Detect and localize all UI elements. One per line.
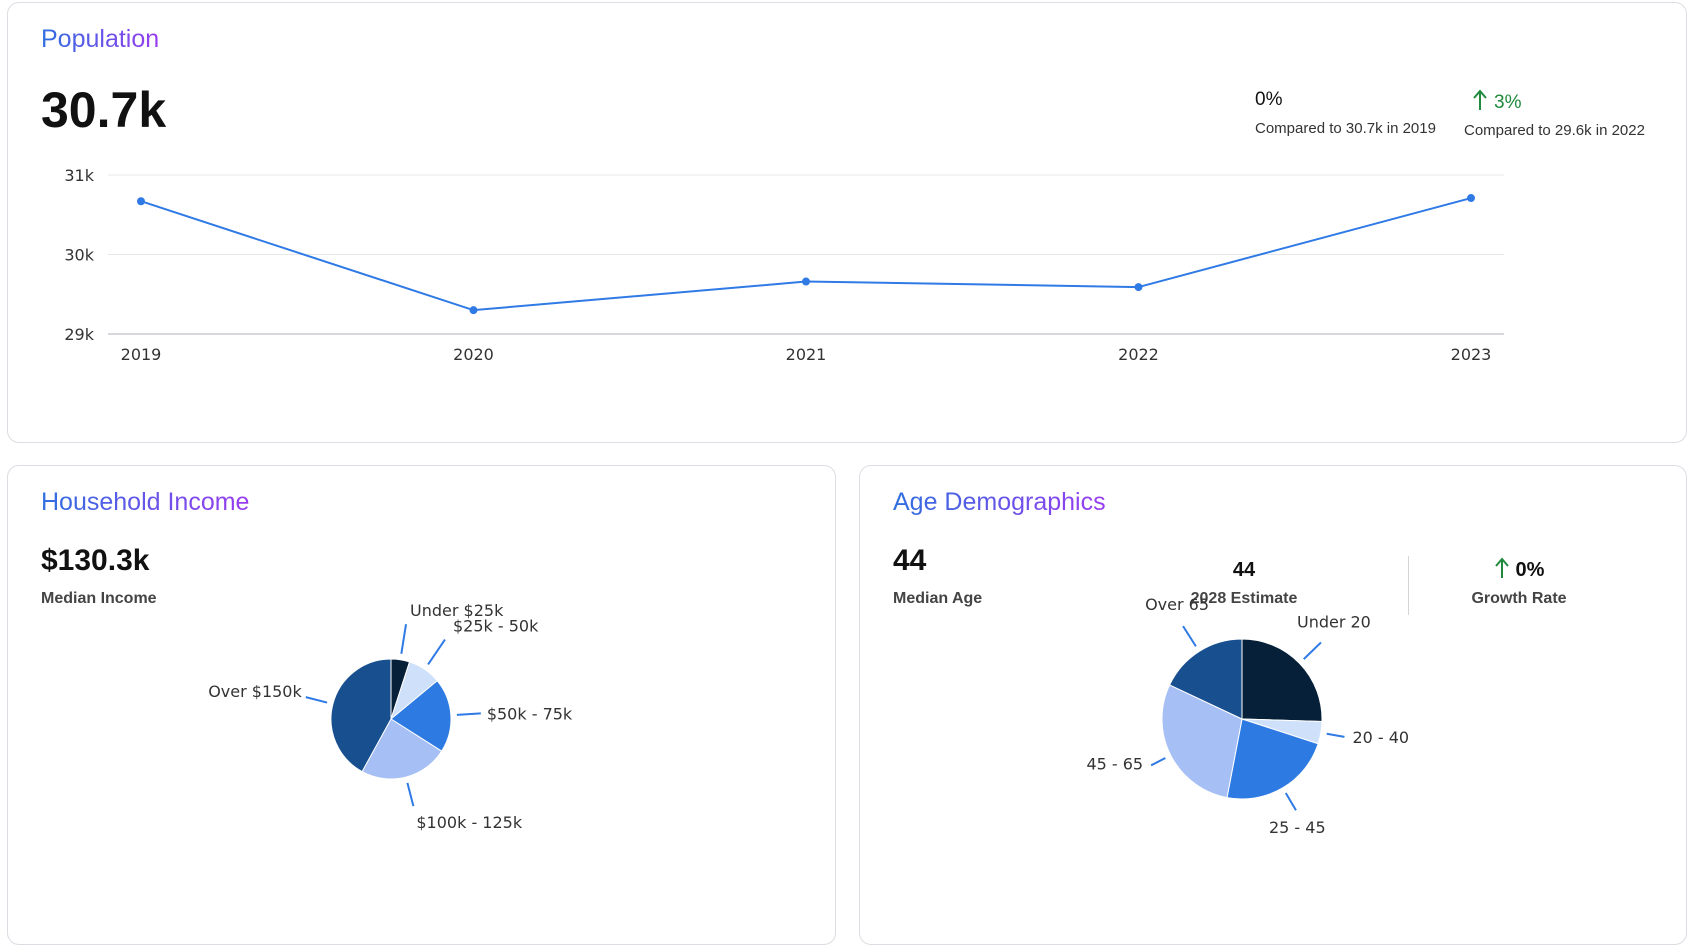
pie-leader-line <box>305 696 328 704</box>
median-income-label: Median Income <box>41 590 157 607</box>
pie-slice <box>330 658 392 773</box>
pie-label: Over $150k <box>208 682 302 701</box>
pie-leader-line <box>1284 792 1297 811</box>
pie-label: Over 65 <box>1145 595 1209 614</box>
pie-slice <box>1226 718 1319 800</box>
comparison-2022-percent: 3% <box>1494 92 1522 113</box>
pie-leader-line <box>1150 757 1166 767</box>
median-age-label: Median Age <box>893 590 983 607</box>
pie-label: 45 - 65 <box>1086 754 1143 773</box>
arrow-up-icon <box>1494 557 1509 578</box>
x-tick-label: 2021 <box>786 345 827 364</box>
growth-rate-value: 0% <box>1439 557 1599 582</box>
x-tick-label: 2019 <box>121 345 162 364</box>
pie-slice <box>1161 684 1243 799</box>
pie-slice <box>390 680 452 752</box>
population-card: Population 30.7k 0% Compared to 30.7k in… <box>7 2 1687 443</box>
x-tick-label: 2023 <box>1451 345 1492 364</box>
population-title: Population <box>41 25 160 53</box>
pie-label: Under 20 <box>1297 612 1371 631</box>
data-point-2019 <box>137 197 145 206</box>
pie-slice <box>1241 638 1323 723</box>
x-tick-label: 2022 <box>1118 345 1159 364</box>
data-point-2021 <box>802 277 810 286</box>
y-tick-label: 29k <box>64 325 94 344</box>
estimate-2028-label: 2028 Estimate <box>1190 590 1298 607</box>
data-point-2022 <box>1134 283 1143 292</box>
household-income-title: Household Income <box>41 488 250 516</box>
median-income-value: $130.3k <box>41 544 150 577</box>
age-demographics-pie-chart: Under 20 20 - 40 25 - 45 45 - 65 Over 65 <box>1086 595 1409 837</box>
pie-leader-line <box>400 624 408 654</box>
pie-leader-line <box>427 639 446 665</box>
comparison-2022-text: Compared to 29.6k in 2022 <box>1464 122 1645 139</box>
growth-rate-percent: 0% <box>1515 559 1545 581</box>
pie-leader-line <box>1326 732 1345 738</box>
comparison-2022-value: 3% <box>1472 89 1521 114</box>
estimate-2028-value: 44 <box>1232 559 1256 581</box>
age-demographics-title: Age Demographics <box>893 488 1106 516</box>
pie-slice <box>1168 638 1243 720</box>
population-value: 30.7k <box>41 82 167 138</box>
pie-label: $100k - 125k <box>416 813 522 832</box>
median-age-value: 44 <box>893 544 927 577</box>
data-point-2023 <box>1467 194 1475 203</box>
pie-slice <box>361 718 443 780</box>
arrow-up-icon <box>1473 89 1487 110</box>
pie-leader-line <box>406 782 415 807</box>
population-line-chart: 29k 30k 31k 2019 2020 2021 2022 2023 <box>64 166 1504 364</box>
pie-label: 20 - 40 <box>1352 728 1409 747</box>
pie-label: $50k - 75k <box>487 704 573 723</box>
growth-rate-label: Growth Rate <box>1471 590 1567 607</box>
y-tick-label: 30k <box>64 246 94 265</box>
pie-leader-line <box>456 712 481 716</box>
x-tick-label: 2020 <box>453 345 494 364</box>
age-demographics-card: Age Demographics 44 Median Age 44 2028 E… <box>859 465 1687 945</box>
household-income-card: Household Income $130.3k Median Income U… <box>7 465 836 945</box>
y-tick-label: 31k <box>64 166 94 185</box>
pie-label: $25k - 50k <box>453 617 539 636</box>
data-point-2020 <box>469 306 478 315</box>
pie-leader-line <box>1182 625 1197 647</box>
comparison-2019-value: 0% <box>1255 89 1283 110</box>
pie-label: Under $25k <box>410 601 504 620</box>
pie-leader-line <box>1303 641 1322 660</box>
comparison-2019-text: Compared to 30.7k in 2019 <box>1255 120 1436 137</box>
household-income-pie-chart: Under $25k$25k - 50k $50k - 75k $100k - 12… <box>208 601 573 832</box>
stats-divider <box>1408 556 1409 615</box>
pie-label: 25 - 45 <box>1269 818 1326 837</box>
